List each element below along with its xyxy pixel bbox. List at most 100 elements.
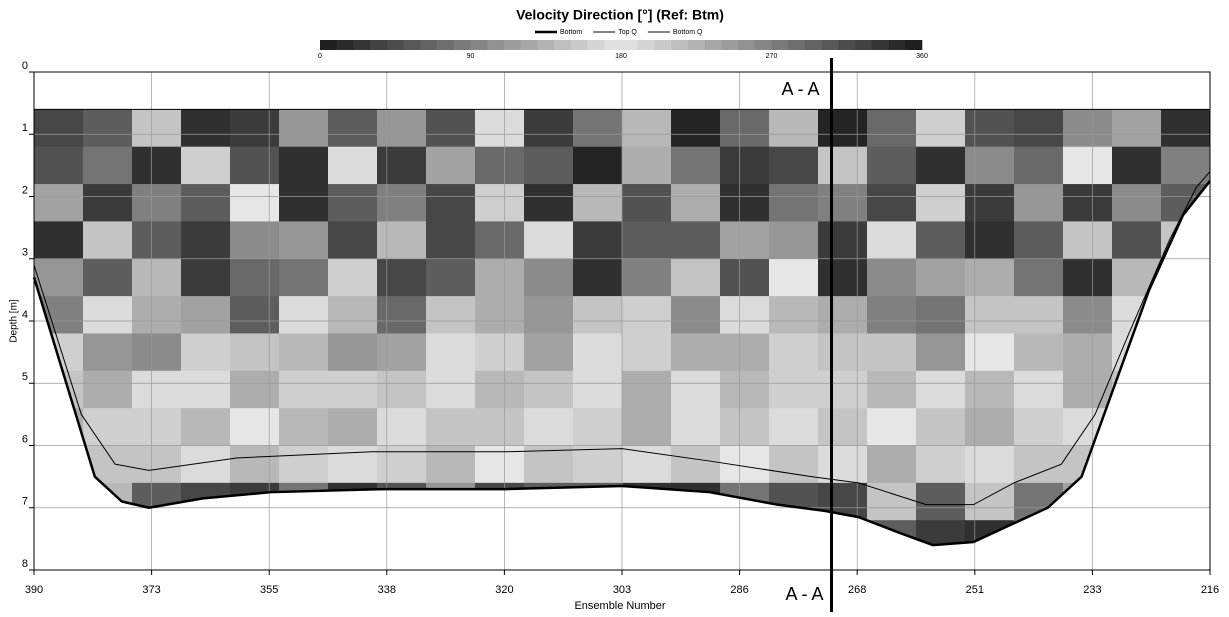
heat-cell: [132, 370, 182, 409]
heat-cell: [622, 333, 672, 372]
colorbar-step: [537, 40, 555, 50]
heat-cell: [916, 408, 966, 446]
colorbar-step: [637, 40, 655, 50]
heat-cell: [965, 184, 1015, 222]
y-tick-label: 6: [22, 433, 28, 445]
heat-cell: [916, 221, 966, 260]
heat-cell: [622, 184, 672, 222]
heat-cell: [132, 221, 182, 260]
legend-label: Bottom: [560, 29, 582, 36]
heat-cell: [573, 333, 623, 372]
heat-cell: [377, 258, 427, 297]
heat-cell: [34, 221, 84, 260]
heat-cell: [671, 333, 721, 372]
heat-cell: [671, 258, 721, 297]
heat-cell: [83, 221, 133, 260]
heat-cell: [83, 296, 133, 334]
heat-cell: [867, 146, 917, 185]
heat-cell: [524, 184, 574, 222]
heat-cell: [916, 296, 966, 334]
y-tick-label: 5: [22, 371, 28, 383]
heat-cell: [818, 520, 868, 546]
heat-cell: [1161, 333, 1210, 372]
heat-cell: [475, 146, 525, 185]
plot-frame: [33, 71, 1211, 571]
heat-cell: [916, 445, 966, 484]
heat-cell: [769, 482, 819, 521]
heat-cell: [181, 408, 231, 446]
heat-cell: [622, 296, 672, 334]
heat-cell: [230, 408, 280, 446]
heat-cell: [965, 408, 1015, 446]
heat-cell: [83, 520, 133, 546]
heat-cell: [132, 482, 182, 521]
heat-cell: [818, 109, 868, 148]
heat-cell: [279, 258, 329, 297]
heat-cell: [132, 408, 182, 446]
heat-cell: [1063, 221, 1113, 260]
heat-cell: [328, 408, 378, 446]
heat-cell: [573, 296, 623, 334]
colorbar-tick-label: 360: [916, 53, 928, 60]
heat-cell: [671, 408, 721, 446]
heat-cell: [867, 333, 917, 372]
heat-cell: [230, 333, 280, 372]
heat-cell: [279, 520, 329, 546]
heat-cell: [1014, 221, 1064, 260]
heat-cell: [83, 333, 133, 372]
heat-cell: [34, 109, 84, 148]
heat-cell: [720, 520, 770, 546]
heat-cell: [181, 520, 231, 546]
depth-line: [33, 171, 1211, 506]
heat-cell: [1112, 520, 1162, 546]
heat-cell: [573, 258, 623, 297]
heat-cell: [524, 296, 574, 334]
heat-cell: [377, 184, 427, 222]
colorbar-step: [570, 40, 588, 50]
colorbar-step: [855, 40, 873, 50]
heat-cell: [34, 482, 84, 521]
heat-cell: [132, 146, 182, 185]
heat-cell: [965, 296, 1015, 334]
heat-cell: [671, 482, 721, 521]
heat-cell: [34, 445, 84, 484]
heat-cell: [965, 258, 1015, 297]
colorbar-step: [788, 40, 806, 50]
heat-cell: [1014, 333, 1064, 372]
heat-cell: [1063, 296, 1113, 334]
heat-cell: [524, 146, 574, 185]
heat-cell: [1112, 445, 1162, 484]
heat-cell: [34, 258, 84, 297]
heat-cell: [524, 258, 574, 297]
heat-cell: [132, 445, 182, 484]
heat-cell: [1161, 445, 1210, 484]
heat-cell: [818, 258, 868, 297]
heat-cell: [867, 482, 917, 521]
heat-cell: [720, 296, 770, 334]
heat-cell: [1014, 109, 1064, 148]
heat-cell: [769, 221, 819, 260]
heat-cell: [426, 408, 476, 446]
heat-cell: [965, 370, 1015, 409]
heat-cell: [573, 109, 623, 148]
x-tick-label: 251: [966, 584, 984, 596]
heat-cell: [230, 258, 280, 297]
y-tick-label: 1: [22, 122, 28, 134]
heat-cell: [524, 370, 574, 409]
heat-cell: [622, 109, 672, 148]
heat-cell: [230, 146, 280, 185]
heat-cell: [769, 109, 819, 148]
heat-cell: [622, 146, 672, 185]
heat-cell: [769, 445, 819, 484]
heat-cell: [426, 370, 476, 409]
heat-cell: [279, 333, 329, 372]
x-tick-label: 390: [25, 584, 43, 596]
heat-cell: [867, 184, 917, 222]
colorbar-step: [888, 40, 906, 50]
heat-cell: [328, 184, 378, 222]
heat-cell: [769, 408, 819, 446]
colorbar-step: [604, 40, 622, 50]
y-axis-title: Depth [m]: [9, 299, 20, 343]
heat-cell: [426, 146, 476, 185]
colorbar-step: [587, 40, 605, 50]
